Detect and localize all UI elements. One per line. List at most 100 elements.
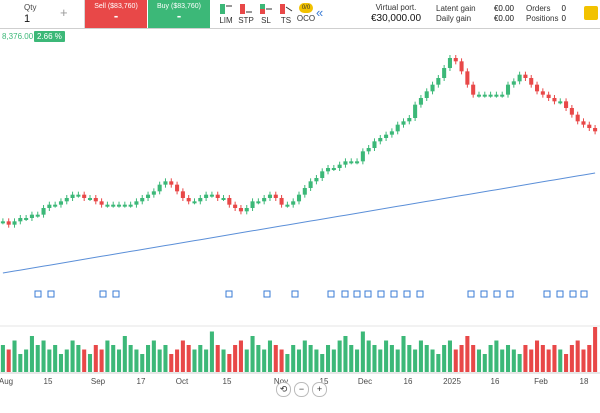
candle — [308, 181, 313, 188]
candle — [146, 194, 151, 198]
event-icon — [543, 290, 551, 298]
candle — [488, 94, 493, 97]
candle — [546, 94, 551, 98]
event-icon — [506, 290, 514, 298]
candle — [76, 194, 81, 197]
volume-bar — [151, 340, 156, 372]
candle — [221, 198, 226, 200]
trailing-stop-label: TS — [280, 16, 292, 25]
candle — [279, 198, 284, 205]
candle — [0, 221, 5, 224]
candle — [291, 201, 296, 205]
volume-bar — [511, 349, 516, 372]
candle — [169, 181, 174, 185]
candle — [180, 191, 185, 198]
x-axis-tick-label: 15 — [223, 377, 232, 386]
qty-value[interactable]: 1 — [24, 13, 31, 25]
event-icon — [225, 290, 233, 298]
event-icon — [493, 290, 501, 298]
volume-bar — [418, 340, 423, 372]
candle — [105, 204, 110, 207]
volume-bar — [343, 336, 348, 372]
latent-gain-value: €0.00 — [493, 4, 514, 13]
volume-bar — [569, 345, 574, 372]
candle — [192, 201, 197, 204]
stop-order-button[interactable]: STP — [236, 0, 256, 28]
qty-label: Qty — [24, 3, 37, 12]
volume-bar — [500, 349, 505, 372]
candle — [250, 201, 255, 208]
volume-bar — [134, 349, 139, 372]
volume-bar — [488, 345, 493, 372]
x-axis: Aug 15 Sep 17 Oct 15 Nov 15 Dec 16 2025 16 Feb 18 — [0, 377, 589, 386]
zoom-out-icon[interactable]: − — [294, 382, 309, 397]
volume-bar — [407, 345, 412, 372]
event-icon — [480, 290, 488, 298]
volume-bar — [221, 349, 226, 372]
candle — [47, 204, 52, 208]
volume-bar — [320, 354, 325, 372]
candle — [558, 101, 563, 104]
sell-button[interactable]: Sell ($83,760) - — [85, 0, 147, 28]
price-chart[interactable]: Aug 15 Sep 17 Oct 15 Nov 15 Dec 16 2025 16 Feb 18 — [0, 28, 600, 413]
volume-bar — [250, 336, 255, 372]
event-icon — [341, 290, 349, 298]
volume-bar — [186, 345, 191, 372]
volume-bar — [93, 345, 98, 372]
volume-bar — [552, 345, 557, 372]
volume-bar — [355, 349, 360, 372]
stop-loss-icon — [260, 4, 272, 14]
x-axis-tick-label: Dec — [358, 377, 372, 386]
volume-bar — [296, 349, 302, 372]
candle — [285, 204, 290, 207]
buy-button[interactable]: Buy ($83,760) - — [148, 0, 210, 28]
event-icon — [34, 290, 42, 298]
volume-bar — [105, 340, 110, 372]
volume-bar — [424, 345, 429, 372]
candle — [355, 161, 360, 164]
candle — [325, 168, 331, 172]
limit-order-button[interactable]: LIM — [216, 0, 236, 28]
candle — [302, 188, 307, 195]
volume-bar — [82, 349, 87, 372]
buy-button-label: Buy ($83,760) — [157, 3, 201, 10]
candle — [401, 121, 406, 125]
orders-value: 0 — [561, 4, 566, 13]
event-icon — [47, 290, 55, 298]
volume-bar — [175, 349, 180, 372]
quantity-stepper[interactable]: Qty 1 + — [0, 0, 85, 28]
event-icon — [416, 290, 424, 298]
trailing-stop-button[interactable]: TS — [276, 0, 296, 28]
volume-bar — [494, 340, 499, 372]
collapse-chevron-icon[interactable]: « — [316, 5, 324, 20]
candle — [24, 218, 29, 220]
volume-bar — [273, 345, 278, 372]
volume-bar — [384, 340, 389, 372]
buy-button-price: - — [176, 8, 182, 23]
x-axis-tick-label: 15 — [44, 377, 53, 386]
candle — [331, 168, 336, 170]
oco-order-button[interactable]: 0/0 OCO — [296, 0, 316, 28]
volume-bar — [325, 345, 331, 372]
candle — [41, 208, 46, 215]
volume-bar — [157, 349, 162, 372]
candles — [0, 55, 598, 228]
candle — [128, 204, 133, 207]
plus-icon[interactable]: + — [60, 5, 68, 20]
x-axis-tick-label: Aug — [0, 377, 13, 386]
volume-bar — [378, 349, 383, 372]
x-axis-tick-label: 16 — [491, 377, 500, 386]
volume-bar — [291, 345, 296, 372]
candle — [349, 161, 354, 164]
trading-toolbar: Qty 1 + Sell ($83,760) - Buy ($83,760) -… — [0, 0, 600, 29]
candle — [18, 218, 23, 222]
volume-bar — [64, 349, 69, 372]
volume-bar — [24, 349, 29, 372]
candle — [343, 161, 348, 165]
zoom-in-icon[interactable]: + — [312, 382, 327, 397]
volume-bar — [18, 354, 23, 372]
stop-loss-button[interactable]: SL — [256, 0, 276, 28]
candle — [134, 201, 139, 205]
volume-bar — [349, 345, 354, 372]
reset-icon[interactable]: ⟲ — [276, 382, 291, 397]
